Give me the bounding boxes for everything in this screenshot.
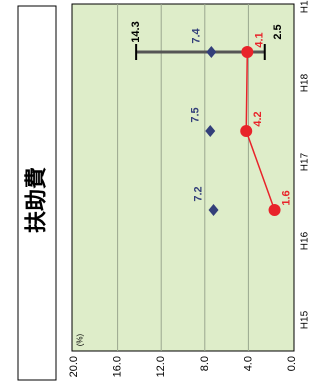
data-label: 7.4 xyxy=(190,27,202,43)
y-tick-label: 0.0 xyxy=(286,356,298,371)
y-tick-label: 8.0 xyxy=(199,356,211,371)
x-tick-label: H16 xyxy=(300,231,311,250)
data-point-diamond xyxy=(208,204,219,216)
x-tick-label: H19 xyxy=(300,0,311,13)
data-point-circle xyxy=(240,125,253,137)
y-axis-unit: (%) xyxy=(76,333,85,346)
data-label: 1.6 xyxy=(281,190,293,205)
series-layer: 7.2 7.5 7.4 1.6 4.2 4.1 xyxy=(189,27,293,216)
plot-area xyxy=(71,3,295,352)
data-label: 7.5 xyxy=(189,107,201,122)
axis-layer: 20.0 16.0 12.0 8.0 4.0 0.0 (%) H15 H16 H17 H18 H19 xyxy=(68,0,311,377)
chart-title: 扶助費 xyxy=(25,167,50,233)
data-label: 4.1 xyxy=(253,32,265,47)
y-tick-label: 16.0 xyxy=(112,356,124,377)
range-min-label: 2.5 xyxy=(272,24,284,39)
data-label: 7.2 xyxy=(193,186,205,201)
y-tick-label: 20.0 xyxy=(68,356,80,377)
x-tick-label: H15 xyxy=(300,310,311,329)
y-tick-label: 4.0 xyxy=(242,356,254,371)
data-point-diamond xyxy=(205,125,216,137)
title-box xyxy=(17,5,57,381)
data-point-circle xyxy=(268,204,281,216)
data-point-circle xyxy=(241,46,254,58)
y-tick-label: 12.0 xyxy=(155,356,167,377)
data-point-diamond xyxy=(206,46,217,58)
x-tick-label: H18 xyxy=(300,73,311,92)
x-tick-label: H17 xyxy=(300,152,311,171)
range-max-label: 14.3 xyxy=(130,21,142,42)
grid-layer xyxy=(117,4,249,351)
data-label: 4.2 xyxy=(252,111,264,126)
